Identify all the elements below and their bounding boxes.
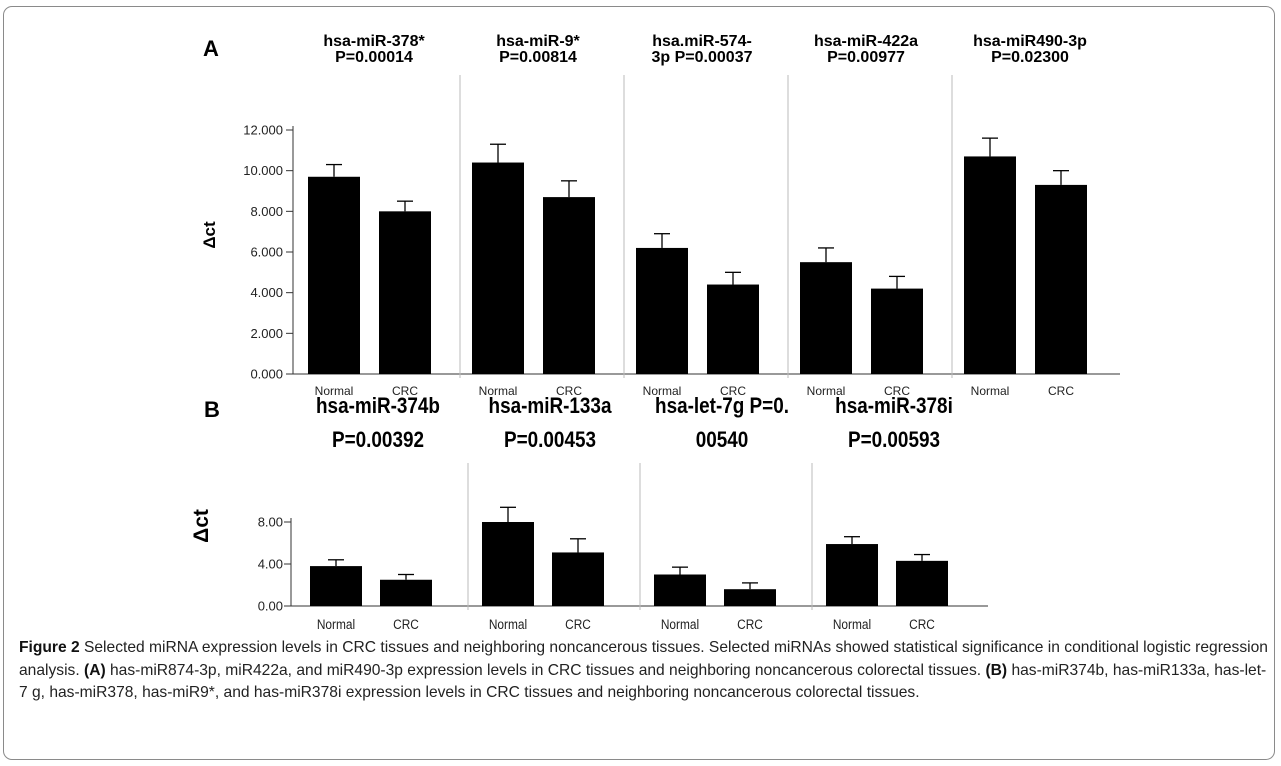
y-tick-label: 10.000 bbox=[243, 163, 283, 178]
x-category-label: CRC bbox=[393, 616, 419, 630]
subplot-title-line1: hsa-miR-378i bbox=[835, 394, 953, 419]
bar-normal bbox=[654, 575, 706, 607]
bar-normal bbox=[800, 262, 852, 374]
bar-crc bbox=[896, 561, 948, 606]
caption-text-2: has-miR874-3p, miR422a, and miR490-3p ex… bbox=[106, 662, 986, 679]
bar-crc bbox=[552, 552, 604, 606]
bar-crc bbox=[380, 580, 432, 606]
bar-crc bbox=[543, 197, 595, 374]
y-tick-label: 4.00 bbox=[258, 557, 283, 572]
subplot-title-line2: 3p P=0.00037 bbox=[652, 49, 753, 66]
subplot-title-line2: P=0.00014 bbox=[335, 49, 413, 66]
subplot-title-line1: hsa-miR-422a bbox=[814, 33, 918, 50]
bar-crc bbox=[707, 285, 759, 374]
subplot-title-line2: P=0.00593 bbox=[848, 428, 940, 453]
y-tick-label: 4.000 bbox=[250, 285, 283, 300]
subplot-title-line2: P=0.00392 bbox=[332, 428, 424, 453]
caption-label: Figure 2 bbox=[19, 639, 80, 656]
bar-normal bbox=[472, 163, 524, 374]
bar-normal bbox=[308, 177, 360, 374]
bar-normal bbox=[636, 248, 688, 374]
bar-normal bbox=[964, 156, 1016, 374]
x-category-label: Normal bbox=[971, 384, 1010, 398]
x-category-label: CRC bbox=[565, 616, 591, 630]
panel-a-y-axis-label: Δct bbox=[200, 221, 219, 249]
subplot-title-line2: P=0.00814 bbox=[499, 49, 577, 66]
bar-normal bbox=[826, 544, 878, 606]
subplot-title-line2: P=0.00453 bbox=[504, 428, 596, 453]
subplot-title-line1: hsa-miR-133a bbox=[489, 394, 612, 419]
x-category-label: Normal bbox=[661, 616, 699, 630]
caption-ref-a: (A) bbox=[84, 662, 106, 679]
bar-crc bbox=[724, 589, 776, 606]
subplot-title-line1: hsa-miR-374b bbox=[316, 394, 440, 419]
x-category-label: CRC bbox=[909, 616, 935, 630]
subplot-title-line1: hsa-miR490-3p bbox=[973, 33, 1087, 50]
bar-normal bbox=[482, 522, 534, 606]
panel-b-letter: B bbox=[204, 397, 220, 422]
bar-normal bbox=[310, 566, 362, 606]
figure-caption: Figure 2 Selected miRNA expression level… bbox=[19, 637, 1269, 705]
y-tick-label: 8.000 bbox=[250, 204, 283, 219]
x-category-label: Normal bbox=[489, 616, 527, 630]
x-category-label: CRC bbox=[1048, 384, 1074, 398]
y-tick-label: 2.000 bbox=[250, 326, 283, 341]
figure-chart: A Δct 0.000 2.000 4.000 6.000 8.000 10.000 12.00… bbox=[0, 0, 1281, 630]
panel-a-letter: A bbox=[203, 36, 219, 61]
caption-ref-b: (B) bbox=[985, 662, 1007, 679]
subplot-title-line2: P=0.00977 bbox=[827, 49, 905, 66]
bar-crc bbox=[871, 289, 923, 374]
subplot-title-line1: hsa-let-7g P=0. bbox=[655, 394, 789, 419]
bar-crc bbox=[1035, 185, 1087, 374]
subplot-title-line2: P=0.02300 bbox=[991, 49, 1069, 66]
panel-b-y-axis-label: Δct bbox=[190, 509, 213, 543]
bar-crc bbox=[379, 211, 431, 374]
y-tick-label: 12.000 bbox=[243, 123, 283, 138]
subplot-title-line2: 00540 bbox=[696, 428, 749, 453]
subplot-title-line1: hsa-miR-378* bbox=[323, 33, 425, 50]
y-tick-label: 0.000 bbox=[250, 367, 283, 382]
x-category-label: Normal bbox=[833, 616, 871, 630]
x-category-label: CRC bbox=[737, 616, 763, 630]
y-tick-label: 6.000 bbox=[250, 245, 283, 260]
y-tick-label: 8.00 bbox=[258, 515, 283, 530]
subplot-title-line1: hsa-miR-9* bbox=[496, 33, 580, 50]
subplot-title-line1: hsa.miR-574- bbox=[652, 33, 752, 50]
x-category-label: Normal bbox=[317, 616, 355, 630]
y-tick-label: 0.00 bbox=[258, 599, 283, 614]
